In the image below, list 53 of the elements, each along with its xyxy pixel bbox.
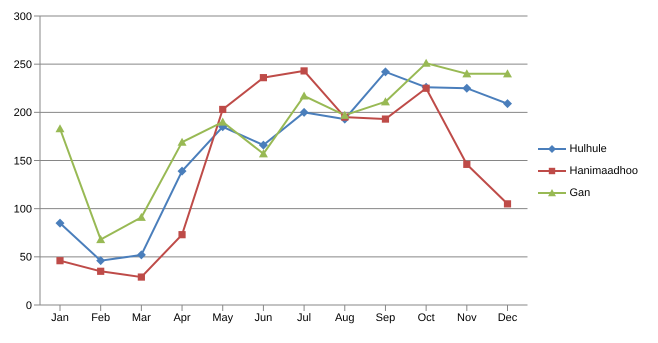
x-tick-label: Jul — [297, 312, 312, 324]
x-tick-label: Nov — [457, 312, 478, 324]
point — [300, 67, 308, 75]
legend-label: Gan — [570, 186, 590, 198]
point — [258, 140, 268, 150]
legend-label: Hulhule — [570, 142, 607, 154]
x-tick-label: Dec — [498, 312, 518, 324]
legend-label: Hanimaadhoo — [570, 164, 638, 176]
x-tick-label: Mar — [132, 312, 152, 324]
point — [503, 99, 512, 108]
point — [178, 138, 187, 146]
point — [463, 160, 470, 168]
point — [422, 58, 431, 67]
point — [96, 256, 106, 266]
y-tick-label: 300 — [14, 10, 32, 23]
point — [56, 257, 64, 264]
x-tick-label: Apr — [173, 312, 191, 324]
point — [382, 115, 390, 123]
point — [300, 91, 309, 100]
y-tick-label: 100 — [14, 204, 32, 216]
point — [300, 108, 309, 117]
x-tick-label: Oct — [418, 312, 435, 324]
y-tick-label: 0 — [26, 300, 32, 312]
x-tick-label: Aug — [334, 312, 355, 324]
x-tick-label: May — [212, 312, 234, 324]
point — [340, 110, 350, 119]
point — [178, 166, 187, 176]
point — [503, 69, 512, 78]
point — [380, 67, 390, 76]
point — [504, 200, 512, 208]
point — [218, 117, 228, 126]
point — [136, 212, 146, 221]
point — [260, 74, 268, 82]
point — [138, 273, 145, 281]
point — [258, 149, 268, 158]
point — [56, 218, 64, 228]
y-tick-label: 150 — [14, 155, 32, 168]
x-tick-label: Jun — [254, 312, 272, 324]
x-tick-label: Sep — [376, 312, 396, 324]
point — [136, 250, 146, 260]
point — [462, 69, 472, 78]
y-tick-label: 200 — [14, 107, 32, 120]
point — [97, 268, 104, 275]
point — [380, 97, 390, 106]
point — [96, 234, 106, 244]
x-tick-label: Feb — [91, 312, 110, 324]
point — [462, 84, 472, 93]
x-tick-label: Jan — [51, 312, 69, 324]
y-tick-label: 250 — [14, 59, 32, 72]
point — [178, 231, 186, 238]
y-tick-label: 50 — [20, 252, 32, 264]
point — [219, 106, 226, 114]
point — [56, 124, 64, 132]
